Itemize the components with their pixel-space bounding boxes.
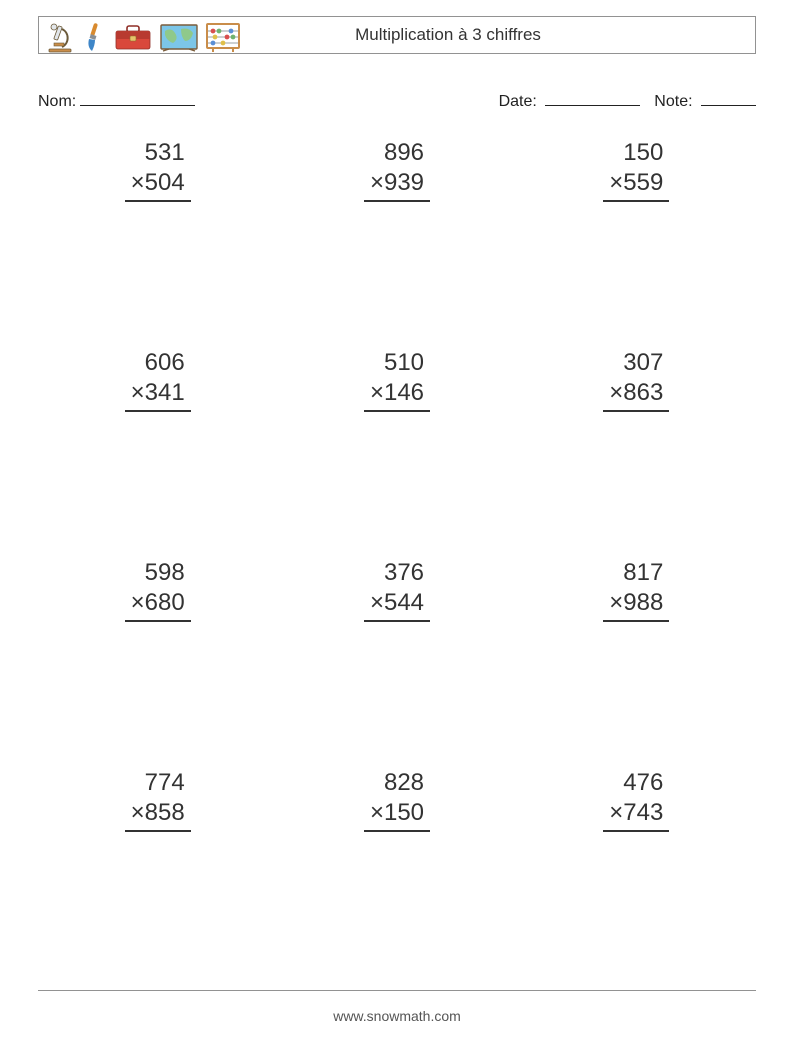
problems-grid: 531×504896×939150×559606×341510×146307×8… <box>38 130 756 970</box>
multiplication-problem: 476×743 <box>603 760 669 832</box>
multiplicand: 150 <box>603 138 669 168</box>
date-blank[interactable] <box>545 90 640 106</box>
world-map-icon <box>159 21 199 53</box>
multiplier: ×341 <box>125 378 191 412</box>
multiplier: ×146 <box>364 378 430 412</box>
footer-text: www.snowmath.com <box>0 1008 794 1024</box>
multiplier: ×504 <box>125 168 191 202</box>
paintbrush-icon <box>81 21 107 53</box>
multiplication-problem: 606×341 <box>125 340 191 412</box>
multiplication-problem: 774×858 <box>125 760 191 832</box>
multiplicand: 531 <box>125 138 191 168</box>
multiplier: ×743 <box>603 798 669 832</box>
footer-rule <box>38 990 756 991</box>
header-icon-strip <box>39 17 241 53</box>
multiplicand: 510 <box>364 348 430 378</box>
multiplication-problem: 510×146 <box>364 340 430 412</box>
multiplicand: 376 <box>364 558 430 588</box>
multiplicand: 307 <box>603 348 669 378</box>
worksheet-header: Multiplication à 3 chiffres <box>38 16 756 54</box>
multiplier: ×559 <box>603 168 669 202</box>
worksheet-title: Multiplication à 3 chiffres <box>241 25 755 45</box>
multiplier: ×680 <box>125 588 191 622</box>
meta-row: Nom: Date: Note: <box>38 90 756 111</box>
multiplication-problem: 150×559 <box>603 130 669 202</box>
multiplicand: 774 <box>125 768 191 798</box>
note-blank[interactable] <box>701 90 756 106</box>
note-label: Note: <box>654 93 692 110</box>
multiplicand: 828 <box>364 768 430 798</box>
multiplication-problem: 598×680 <box>125 550 191 622</box>
multiplication-problem: 896×939 <box>364 130 430 202</box>
abacus-icon <box>205 21 241 53</box>
name-label: Nom: <box>38 93 76 111</box>
name-blank[interactable] <box>80 90 195 106</box>
multiplicand: 606 <box>125 348 191 378</box>
multiplier: ×858 <box>125 798 191 832</box>
multiplicand: 817 <box>603 558 669 588</box>
multiplicand: 598 <box>125 558 191 588</box>
briefcase-icon <box>113 21 153 53</box>
multiplication-problem: 817×988 <box>603 550 669 622</box>
multiplier: ×863 <box>603 378 669 412</box>
microscope-icon <box>45 21 75 53</box>
multiplication-problem: 376×544 <box>364 550 430 622</box>
multiplicand: 476 <box>603 768 669 798</box>
multiplier: ×544 <box>364 588 430 622</box>
multiplier: ×939 <box>364 168 430 202</box>
multiplier: ×150 <box>364 798 430 832</box>
multiplication-problem: 531×504 <box>125 130 191 202</box>
date-label: Date: <box>499 93 537 110</box>
multiplication-problem: 828×150 <box>364 760 430 832</box>
multiplicand: 896 <box>364 138 430 168</box>
multiplier: ×988 <box>603 588 669 622</box>
multiplication-problem: 307×863 <box>603 340 669 412</box>
